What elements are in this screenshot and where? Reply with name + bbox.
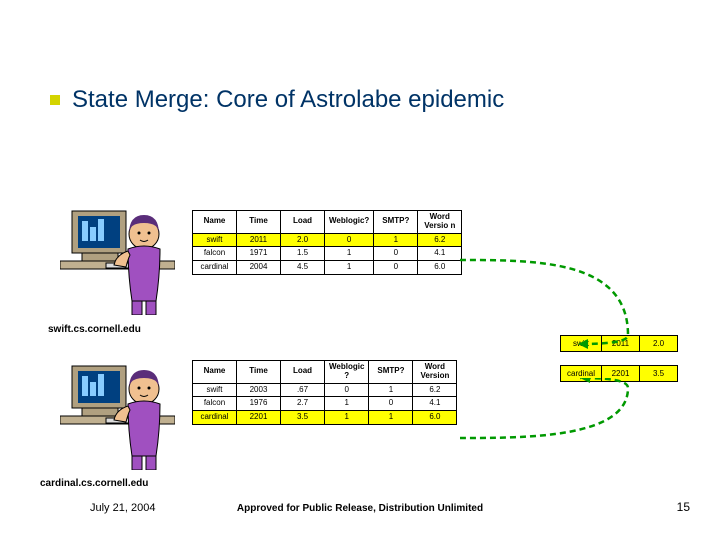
column-header: SMTP? [369,361,413,384]
table-cell: 2004 [237,261,281,275]
title-bullet [50,95,60,105]
footer-release: Approved for Public Release, Distributio… [0,503,720,514]
column-header: Name [193,361,237,384]
table-cell: 2.0 [281,233,325,247]
column-header: Time [237,211,281,234]
table-cell: 1976 [237,397,281,411]
table-row: swift2003.67016.2 [193,383,457,397]
column-header: Weblogic? [325,211,374,234]
table-cell: 0 [325,383,369,397]
table-cell: 0 [325,233,374,247]
table-row: falcon19762.7104.1 [193,397,457,411]
table-cell: 4.5 [281,261,325,275]
person-computer-icon [60,360,175,470]
table-cell: 6.2 [418,233,462,247]
column-header: SMTP? [374,211,418,234]
table-row: cardinal22013.5116.0 [193,411,457,425]
table-cell: swift [193,233,237,247]
person-computer-icon [60,205,175,315]
merge-cell: swift [561,336,602,352]
table-row: falcon19711.5104.1 [193,247,462,261]
table-cell: 0 [369,397,413,411]
table-cell: 3.5 [281,411,325,425]
column-header: Word Versio n [418,211,462,234]
merge-result-table: swift20112.0 cardinal22013.5 [560,335,678,396]
state-table-cardinal: NameTimeLoadWeblogic ?SMTP?Word Versions… [192,360,457,425]
table-cell: 0 [374,247,418,261]
column-header: Load [281,361,325,384]
state-table-swift: NameTimeLoadWeblogic?SMTP?Word Versio ns… [192,210,462,275]
table-cell: 1 [369,411,413,425]
table-cell: 1971 [237,247,281,261]
table-cell: falcon [193,397,237,411]
table-cell: falcon [193,247,237,261]
merge-row: cardinal22013.5 [561,366,678,382]
table-cell: 6.2 [413,383,457,397]
table-cell: 4.1 [418,247,462,261]
merge-row: swift20112.0 [561,336,678,352]
table-cell: 2003 [237,383,281,397]
table-cell: 1 [325,411,369,425]
table-cell: 6.0 [418,261,462,275]
table-cell: 6.0 [413,411,457,425]
table-cell: 0 [374,261,418,275]
slide-title: State Merge: Core of Astrolabe epidemic [72,86,504,114]
table-cell: swift [193,383,237,397]
merge-cell: 2201 [602,366,640,382]
table-cell: 1 [374,233,418,247]
merge-cell: 2.0 [640,336,678,352]
slide-title-row: State Merge: Core of Astrolabe epidemic [50,86,504,114]
table-row: swift20112.0016.2 [193,233,462,247]
table-cell: 1 [325,247,374,261]
table-cell: 2201 [237,411,281,425]
column-header: Load [281,211,325,234]
footer-page-number: 15 [677,500,690,514]
caption-cardinal: cardinal.cs.cornell.edu [40,478,148,489]
table-cell: 1 [325,397,369,411]
table-cell: 4.1 [413,397,457,411]
table-cell: .67 [281,383,325,397]
merge-cell: 2011 [602,336,640,352]
table-cell: cardinal [193,261,237,275]
column-header: Weblogic ? [325,361,369,384]
table-cell: 2.7 [281,397,325,411]
column-header: Time [237,361,281,384]
table-cell: 1 [325,261,374,275]
table-row: cardinal20044.5106.0 [193,261,462,275]
table-cell: 1.5 [281,247,325,261]
caption-swift: swift.cs.cornell.edu [48,324,141,335]
merge-cell: cardinal [561,366,602,382]
table-cell: cardinal [193,411,237,425]
column-header: Word Version [413,361,457,384]
column-header: Name [193,211,237,234]
merge-cell: 3.5 [640,366,678,382]
table-cell: 2011 [237,233,281,247]
table-cell: 1 [369,383,413,397]
